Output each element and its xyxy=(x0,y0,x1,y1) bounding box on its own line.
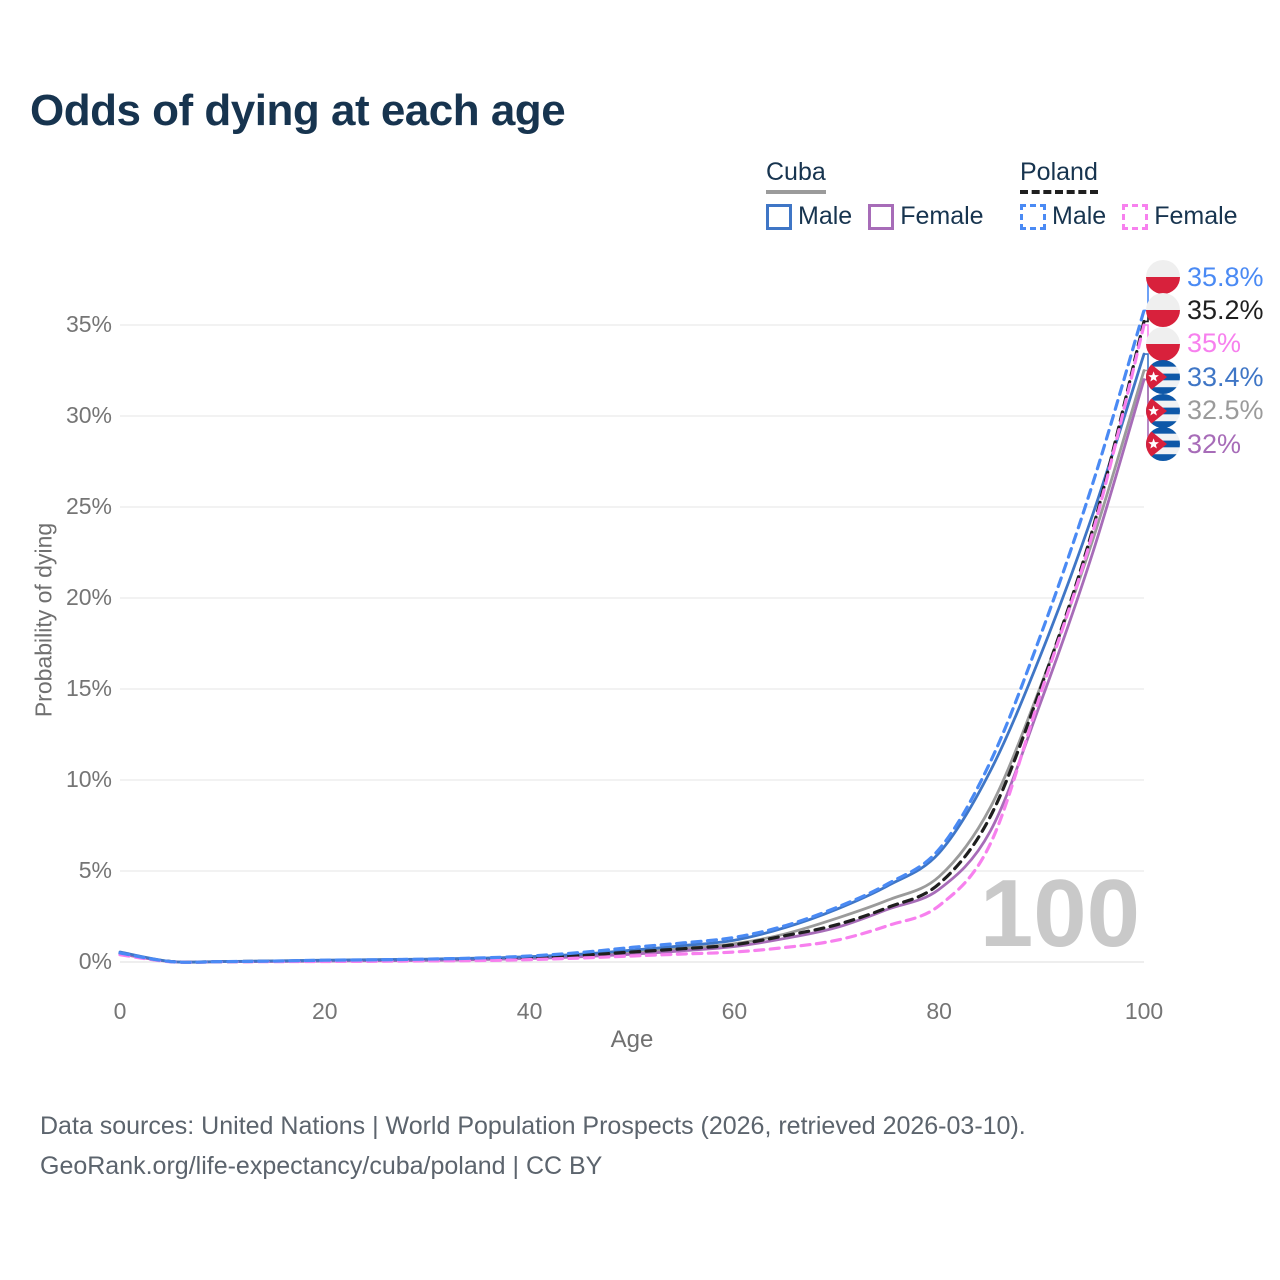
legend-item-poland-female[interactable]: Female xyxy=(1122,202,1238,231)
y-tick-label: 25% xyxy=(65,493,112,519)
legend-group-poland: Poland Male Female xyxy=(1020,158,1238,231)
y-tick-label: 35% xyxy=(65,311,112,337)
poland-flag-icon xyxy=(1146,326,1180,361)
end-label-value: 35% xyxy=(1187,328,1242,359)
legend-label: Female xyxy=(1154,202,1238,230)
cuba-female-swatch-icon xyxy=(868,203,895,230)
footer-sources: Data sources: United Nations | World Pop… xyxy=(40,1112,1026,1140)
legend-group-cuba: Cuba Male Female xyxy=(766,158,984,231)
page-title: Odds of dying at each age xyxy=(30,86,566,135)
legend-label: Female xyxy=(900,202,984,230)
poland-male-swatch-icon xyxy=(1020,203,1046,230)
footer-attribution: GeoRank.org/life-expectancy/cuba/poland … xyxy=(40,1152,603,1180)
y-tick-label: 5% xyxy=(78,857,112,883)
x-tick-label: 20 xyxy=(312,998,338,1024)
poland-flag-icon xyxy=(1146,260,1180,294)
end-label-cuba-male: 33.4% xyxy=(1146,360,1264,395)
cuba-male-swatch-icon xyxy=(766,203,792,230)
poland-flag-icon xyxy=(1146,260,1180,294)
cuba-flag-icon xyxy=(1146,360,1180,395)
series-line-cuba-both-sexes xyxy=(118,369,1146,964)
legend-row-poland: Male Female xyxy=(1020,202,1238,231)
poland-flag-icon xyxy=(1146,293,1180,328)
footer: Data sources: United Nations | World Pop… xyxy=(40,1106,1026,1186)
age-counter-watermark: 100 xyxy=(979,860,1140,967)
cuba-flag-icon xyxy=(1146,427,1180,461)
end-label-value: 33.4% xyxy=(1187,361,1264,392)
legend-item-cuba-female[interactable]: Female xyxy=(868,202,984,231)
series-line-poland-female xyxy=(118,323,1146,964)
poland-flag-icon xyxy=(1146,326,1180,361)
end-label-poland-male: 35.8% xyxy=(1146,260,1264,294)
series-line-poland-both-sexes xyxy=(118,319,1146,964)
end-label-value: 35.2% xyxy=(1187,294,1264,325)
legend-country-poland[interactable]: Poland xyxy=(1020,158,1238,194)
y-tick-label: 10% xyxy=(65,766,112,792)
cuba-flag-icon xyxy=(1146,393,1180,428)
legend-label: Male xyxy=(1052,202,1107,230)
legend-item-cuba-male[interactable]: Male xyxy=(766,202,852,231)
cuba-flag-icon xyxy=(1146,393,1180,428)
x-tick-label: 40 xyxy=(516,998,543,1024)
legend-country-poland-label: Poland xyxy=(1020,158,1098,194)
end-label-value: 35.8% xyxy=(1187,261,1264,292)
legend-item-poland-male[interactable]: Male xyxy=(1020,202,1106,231)
end-label-cuba-both-sexes: 32.5% xyxy=(1146,393,1264,428)
poland-female-swatch-icon xyxy=(1122,203,1149,230)
end-label-value: 32.5% xyxy=(1187,395,1264,426)
y-tick-label: 30% xyxy=(65,402,112,428)
x-axis-title: Age xyxy=(610,1026,654,1053)
legend-row-cuba: Male Female xyxy=(766,202,984,231)
end-label-poland-female: 35% xyxy=(1146,326,1242,361)
y-tick-label: 20% xyxy=(65,584,112,610)
x-tick-label: 0 xyxy=(113,998,127,1024)
x-tick-label: 80 xyxy=(926,998,952,1024)
end-label-poland-both-sexes: 35.2% xyxy=(1146,293,1264,328)
series-line-cuba-female xyxy=(118,378,1146,964)
cuba-flag-icon xyxy=(1146,360,1180,395)
x-tick-label: 100 xyxy=(1124,998,1164,1024)
poland-flag-icon xyxy=(1146,293,1180,328)
series-line-poland-male xyxy=(118,308,1146,964)
legend-label: Male xyxy=(798,202,853,230)
end-label-value: 32% xyxy=(1187,428,1242,459)
y-tick-label: 0% xyxy=(78,948,112,974)
cuba-flag-icon xyxy=(1146,427,1180,461)
end-label-cuba-female: 32% xyxy=(1146,427,1241,461)
y-tick-label: 15% xyxy=(65,675,112,701)
legend-country-cuba-label: Cuba xyxy=(766,158,826,194)
x-tick-label: 60 xyxy=(721,998,748,1024)
legend-country-cuba[interactable]: Cuba xyxy=(766,158,984,194)
